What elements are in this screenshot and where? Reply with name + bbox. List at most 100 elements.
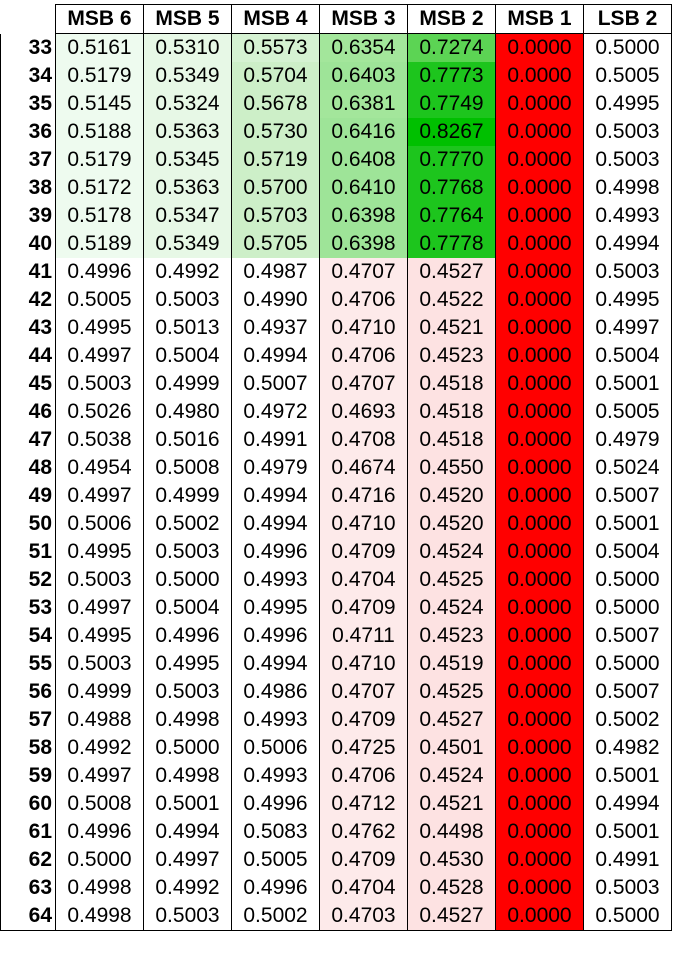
cell-msb3: 0.4709 (319, 538, 408, 566)
cell-msb6: 0.4954 (55, 454, 144, 482)
cell-msb1: 0.0000 (495, 594, 584, 622)
cell-msb2: 0.4520 (407, 510, 496, 538)
cell-msb5: 0.4997 (143, 846, 232, 874)
cell-msb4: 0.5678 (231, 90, 320, 118)
cell-msb4: 0.4994 (231, 510, 320, 538)
cell-msb2: 0.7274 (407, 33, 496, 62)
cell-msb1: 0.0000 (495, 566, 584, 594)
cell-msb5: 0.5347 (143, 202, 232, 230)
table-row: 60 0.5008 0.5001 0.4996 0.4712 0.4521 0.0000 0.… (0, 790, 672, 818)
table-row: 33 0.5161 0.5310 0.5573 0.6354 0.7274 0.0000 0.… (0, 33, 672, 62)
table-row: 62 0.5000 0.4997 0.5005 0.4709 0.4530 0.0000 0.… (0, 846, 672, 874)
cell-msb4: 0.4990 (231, 286, 320, 314)
table-row: 38 0.5172 0.5363 0.5700 0.6410 0.7768 0.0000 0.… (0, 174, 672, 202)
row-label: 59 (0, 762, 56, 790)
column-header-msb4: MSB 4 (231, 4, 320, 34)
table-row: 46 0.5026 0.4980 0.4972 0.4693 0.4518 0.0000 0.… (0, 398, 672, 426)
table-row: 35 0.5145 0.5324 0.5678 0.6381 0.7749 0.0000 0.… (0, 90, 672, 118)
row-label: 47 (0, 426, 56, 454)
cell-msb3: 0.6408 (319, 146, 408, 174)
cell-msb6: 0.5008 (55, 790, 144, 818)
cell-msb2: 0.7768 (407, 174, 496, 202)
cell-msb1: 0.0000 (495, 426, 584, 454)
cell-msb2: 0.4527 (407, 902, 496, 931)
cell-msb6: 0.4997 (55, 594, 144, 622)
cell-msb1: 0.0000 (495, 622, 584, 650)
cell-msb2: 0.4520 (407, 482, 496, 510)
cell-msb5: 0.5013 (143, 314, 232, 342)
cell-msb1: 0.0000 (495, 482, 584, 510)
row-label: 39 (0, 202, 56, 230)
cell-lsb2: 0.5005 (583, 398, 672, 426)
cell-msb3: 0.4709 (319, 846, 408, 874)
cell-msb2: 0.4518 (407, 426, 496, 454)
cell-msb6: 0.5179 (55, 146, 144, 174)
cell-lsb2: 0.5000 (583, 566, 672, 594)
cell-lsb2: 0.4991 (583, 846, 672, 874)
row-label: 43 (0, 314, 56, 342)
cell-msb1: 0.0000 (495, 510, 584, 538)
cell-lsb2: 0.5004 (583, 342, 672, 370)
row-label: 51 (0, 538, 56, 566)
cell-msb6: 0.4995 (55, 622, 144, 650)
cell-msb1: 0.0000 (495, 454, 584, 482)
cell-msb4: 0.4996 (231, 790, 320, 818)
cell-msb2: 0.4528 (407, 874, 496, 902)
row-label: 64 (0, 902, 56, 931)
row-label: 45 (0, 370, 56, 398)
cell-msb3: 0.4711 (319, 622, 408, 650)
column-header-msb6: MSB 6 (55, 4, 144, 34)
cell-msb2: 0.4524 (407, 762, 496, 790)
cell-msb1: 0.0000 (495, 286, 584, 314)
cell-msb1: 0.0000 (495, 90, 584, 118)
row-label: 56 (0, 678, 56, 706)
row-label: 35 (0, 90, 56, 118)
table-row: 55 0.5003 0.4995 0.4994 0.4710 0.4519 0.0000 0.… (0, 650, 672, 678)
cell-msb6: 0.4998 (55, 874, 144, 902)
table-row: 56 0.4999 0.5003 0.4986 0.4707 0.4525 0.0000 0.… (0, 678, 672, 706)
cell-msb5: 0.5008 (143, 454, 232, 482)
cell-msb4: 0.5730 (231, 118, 320, 146)
cell-msb4: 0.4972 (231, 398, 320, 426)
cell-lsb2: 0.5024 (583, 454, 672, 482)
row-label: 38 (0, 174, 56, 202)
cell-msb5: 0.5324 (143, 90, 232, 118)
cell-msb1: 0.0000 (495, 818, 584, 846)
cell-msb1: 0.0000 (495, 33, 584, 62)
row-label: 60 (0, 790, 56, 818)
cell-msb1: 0.0000 (495, 146, 584, 174)
header-row: MSB 6 MSB 5 MSB 4 MSB 3 MSB 2 MSB 1 LSB … (1, 4, 672, 34)
row-label: 42 (0, 286, 56, 314)
cell-lsb2: 0.4994 (583, 230, 672, 258)
cell-lsb2: 0.4995 (583, 286, 672, 314)
cell-msb6: 0.5172 (55, 174, 144, 202)
cell-msb4: 0.4994 (231, 650, 320, 678)
cell-msb2: 0.4518 (407, 398, 496, 426)
cell-msb1: 0.0000 (495, 846, 584, 874)
table-row: 63 0.4998 0.4992 0.4996 0.4704 0.4528 0.0000 0.… (0, 874, 672, 902)
cell-msb4: 0.4987 (231, 258, 320, 286)
cell-msb3: 0.6403 (319, 62, 408, 90)
cell-msb3: 0.4716 (319, 482, 408, 510)
cell-msb6: 0.4997 (55, 762, 144, 790)
cell-msb3: 0.4710 (319, 650, 408, 678)
cell-msb6: 0.4988 (55, 706, 144, 734)
table-row: 41 0.4996 0.4992 0.4987 0.4707 0.4527 0.0000 0.… (0, 258, 672, 286)
cell-msb3: 0.4706 (319, 342, 408, 370)
row-label: 36 (0, 118, 56, 146)
cell-msb5: 0.5349 (143, 230, 232, 258)
cell-lsb2: 0.5003 (583, 258, 672, 286)
column-header-msb5: MSB 5 (143, 4, 232, 34)
cell-msb2: 0.4518 (407, 370, 496, 398)
cell-msb6: 0.4992 (55, 734, 144, 762)
cell-msb3: 0.4762 (319, 818, 408, 846)
cell-msb5: 0.5002 (143, 510, 232, 538)
cell-msb3: 0.4712 (319, 790, 408, 818)
cell-msb5: 0.4996 (143, 622, 232, 650)
cell-msb3: 0.4707 (319, 258, 408, 286)
cell-lsb2: 0.5001 (583, 370, 672, 398)
cell-msb3: 0.4704 (319, 566, 408, 594)
cell-lsb2: 0.5004 (583, 538, 672, 566)
cell-msb5: 0.4992 (143, 874, 232, 902)
cell-msb4: 0.5700 (231, 174, 320, 202)
